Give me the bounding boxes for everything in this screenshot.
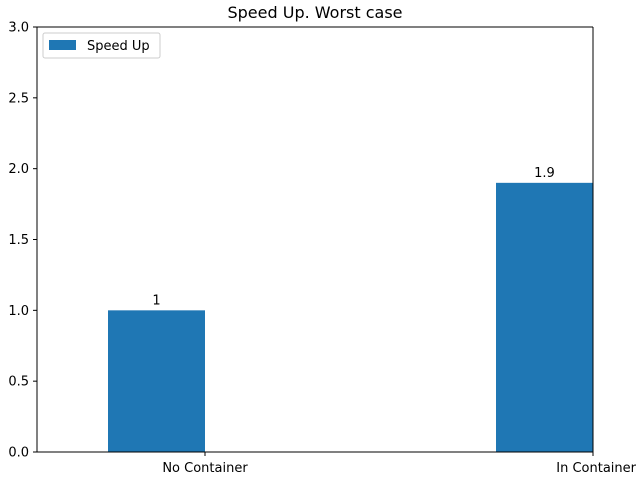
y-tick-label: 0.0 [8, 446, 29, 461]
plot-area: 1 1.9 0.0 0.5 1.0 1.5 2.0 2.5 3.0 No Container In … [8, 21, 636, 477]
x-tick-label: No Container [162, 461, 248, 476]
legend-box [42, 32, 161, 59]
y-tick-label: 2.5 [8, 91, 29, 106]
legend-label-speed-up: Speed Up [87, 39, 150, 54]
bar-data-label: 1.9 [534, 166, 555, 181]
y-tick-label: 0.5 [8, 375, 29, 390]
y-tick-label: 2.0 [8, 162, 29, 177]
chart-title: Speed Up. Worst case [227, 3, 402, 22]
bar-no-container [108, 310, 205, 452]
legend: Speed Up [42, 32, 161, 59]
y-tick-label: 1.0 [8, 304, 29, 319]
legend-swatch-speed-up [49, 40, 76, 50]
y-tick-label: 1.5 [8, 233, 29, 248]
x-tick-label: In Container [556, 461, 636, 476]
y-tick-label: 3.0 [8, 21, 29, 36]
bar-in-container [496, 182, 593, 453]
bar-data-label: 1 [152, 293, 160, 308]
